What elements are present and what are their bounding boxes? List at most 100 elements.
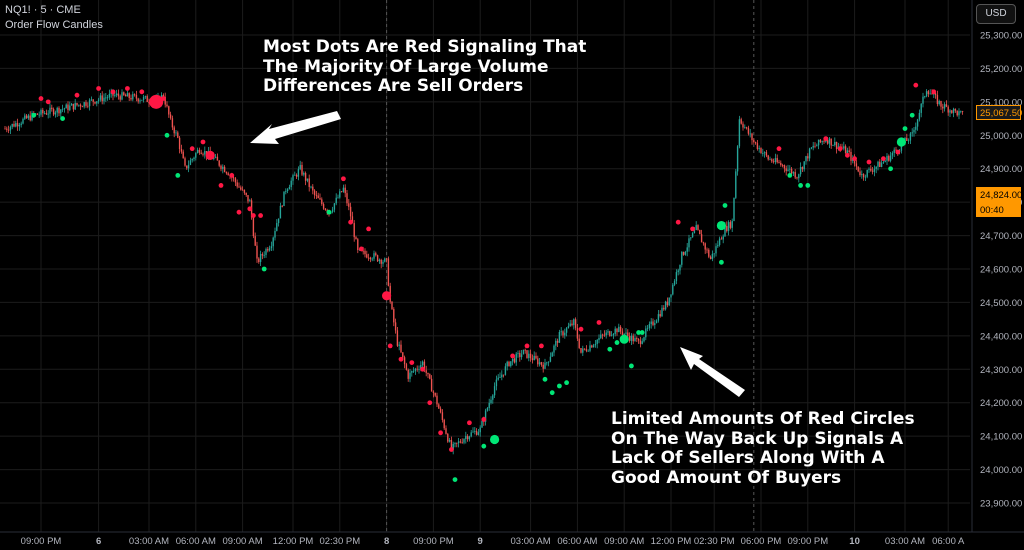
candle-body	[319, 198, 321, 200]
candle-body	[733, 197, 735, 221]
candle-body	[470, 432, 472, 437]
candle-body	[648, 324, 651, 329]
buy-dot	[557, 383, 562, 389]
candle-body	[164, 96, 166, 105]
candle-body	[416, 368, 418, 370]
candle-body	[821, 141, 823, 143]
candle-body	[74, 102, 76, 110]
candle-body	[940, 101, 942, 107]
candle-body	[673, 281, 676, 285]
sell-dot	[359, 246, 364, 252]
candle-body	[900, 143, 903, 151]
candle-body	[524, 349, 526, 351]
candle-body	[333, 203, 336, 210]
candle-body	[61, 108, 64, 110]
candle-body	[666, 301, 669, 306]
candle-body	[411, 371, 413, 373]
price-tick-label: 24,100.00	[980, 432, 1022, 443]
candle-body	[724, 225, 726, 237]
candle-body	[771, 159, 773, 162]
sell-dot	[881, 156, 886, 162]
candle-body	[823, 141, 825, 143]
candle-body	[517, 353, 519, 354]
candle-body	[96, 101, 98, 104]
candle-body	[612, 333, 615, 336]
candle-body	[763, 152, 766, 154]
candle-body	[9, 126, 12, 131]
candle-body	[54, 112, 57, 115]
candle-body	[364, 250, 366, 255]
sell-dot	[852, 156, 857, 162]
candle-body	[511, 358, 514, 362]
sell-dot	[449, 447, 454, 452]
candle-body	[810, 147, 813, 149]
candle-body	[94, 101, 96, 104]
sell-dot	[866, 159, 872, 165]
candle-body	[254, 236, 256, 246]
price-axis[interactable]: 25,300.00 25,200.00 25,100.00 25,000.00 24,9…	[980, 31, 1022, 510]
candle-body	[85, 102, 87, 106]
candle-body	[292, 175, 294, 181]
candle-body	[717, 245, 719, 247]
price-tick-label: 25,000.00	[980, 131, 1022, 142]
candle-body	[348, 203, 350, 207]
candle-body	[546, 362, 548, 364]
time-tick-label: 09:00 PM	[413, 536, 454, 547]
sell-dot	[913, 82, 919, 88]
candle-body	[495, 379, 498, 387]
buy-dot	[614, 340, 620, 345]
candle-body	[859, 171, 861, 176]
candle-body	[535, 355, 537, 359]
buy-dot	[31, 112, 37, 118]
candle-body	[403, 357, 406, 365]
candle-body	[432, 391, 435, 393]
sell-dot	[110, 89, 116, 95]
candle-body	[191, 158, 193, 161]
currency-button[interactable]: USD	[976, 4, 1016, 24]
candle-body	[529, 353, 532, 359]
candle-body	[49, 107, 51, 114]
candle-body	[294, 174, 296, 176]
candle-body	[115, 93, 118, 95]
session-breaks	[386, 0, 755, 532]
candle-body	[774, 158, 777, 163]
sell-dot	[125, 86, 130, 91]
candle-body	[895, 149, 897, 151]
annotation-line: Lack Of Sellers Along With A	[611, 448, 885, 468]
candle-body	[40, 109, 42, 115]
price-tick-label: 24,200.00	[980, 398, 1022, 409]
last-price-tag: 25,067.50	[976, 105, 1022, 121]
sell-dot	[427, 400, 433, 406]
candle-body	[337, 197, 339, 199]
candle-body	[929, 93, 931, 95]
candle-body	[63, 108, 66, 110]
sell-dot	[218, 183, 224, 188]
candle-body	[654, 323, 656, 325]
candle-body	[398, 344, 400, 346]
candle-body	[99, 95, 102, 100]
candle-body	[515, 353, 517, 363]
time-axis[interactable]: 09:00 PM 6 03:00 AM 06:00 AM 09:00 AM 12:00 P…	[21, 536, 965, 547]
candle-body	[312, 186, 314, 191]
candle-body	[76, 102, 78, 106]
candle-body	[956, 110, 958, 116]
candle-body	[808, 148, 811, 159]
candle-body	[549, 356, 552, 362]
candle-body	[697, 225, 699, 230]
candle-body	[42, 109, 44, 114]
candles	[4, 88, 964, 455]
annotation-line: On The Way Back Up Signals A	[611, 428, 904, 449]
candle-body	[56, 107, 58, 113]
candle-body	[369, 257, 372, 260]
candle-body	[958, 111, 960, 116]
candle-body	[857, 166, 859, 172]
candle-body	[47, 113, 49, 115]
candle-body	[241, 189, 244, 191]
sell-dot	[38, 96, 44, 101]
time-tick-label: 03:00 AM	[511, 536, 551, 547]
candle-body	[961, 111, 964, 112]
candle-body	[169, 114, 172, 119]
candle-body	[277, 218, 280, 224]
candle-body	[245, 192, 247, 196]
